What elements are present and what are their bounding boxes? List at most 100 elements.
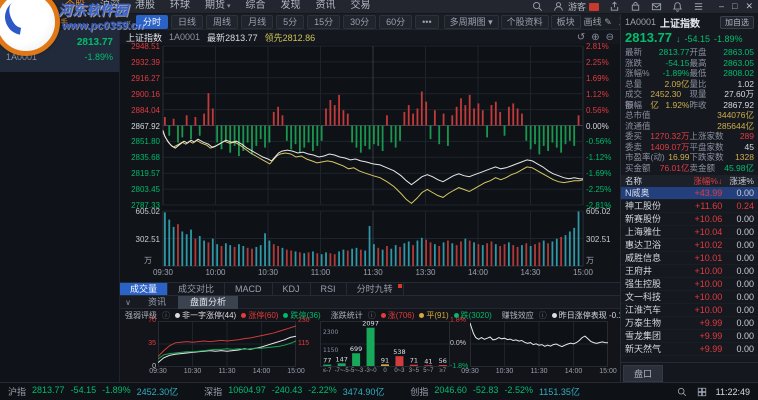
table-row[interactable]: N威奥+43.990.00	[621, 187, 758, 200]
period-5分[interactable]: 5分	[276, 15, 304, 29]
table-row[interactable]: 强生控股+10.000.00	[621, 278, 758, 291]
stats-row: 强弱评级ⓘ非一字涨停(44)涨停(60)跌停(36)涨跌统计ⓘ涨(706)平(9…	[120, 309, 620, 321]
toolbar-button-个股资料[interactable]: 个股资料	[501, 15, 549, 29]
table-row[interactable]: 万泰生物+9.990.00	[621, 317, 758, 330]
menu-item-发现[interactable]: 发现	[281, 0, 301, 14]
period-60分[interactable]: 60分	[379, 15, 412, 29]
table-row[interactable]: 王府井+10.000.00	[621, 265, 758, 278]
more-periods-button[interactable]: •••	[415, 15, 438, 29]
table-row[interactable]: 上海雅仕+10.040.00	[621, 226, 758, 239]
draw-line-button[interactable]: 画线 ✎	[584, 15, 612, 28]
mini-time-tick: 09:30	[455, 368, 485, 375]
share-icon[interactable]	[608, 1, 620, 13]
zoom-out-icon[interactable]: ⊖	[606, 32, 614, 43]
col-pct[interactable]: 涨幅%↓	[681, 175, 723, 187]
col-name[interactable]: 名称	[625, 175, 681, 187]
indicator-tab-分时九转[interactable]: 分时九转	[347, 283, 404, 295]
indicator-tab-KDJ[interactable]: KDJ	[273, 283, 311, 295]
quote-cell: 委卖1409.07万	[625, 142, 690, 153]
status-index-深指[interactable]: 深指10604.97-240.43-2.22%3474.90亿	[204, 385, 384, 398]
bell-icon[interactable]	[671, 1, 683, 13]
quote-label: 最低	[690, 68, 707, 79]
orderbook-tab[interactable]: 盘口	[623, 365, 663, 382]
period-月线[interactable]: 月线	[241, 15, 273, 29]
menu-item-个股[interactable]: 个股	[65, 0, 85, 14]
add-watchlist-button[interactable]: 加自选	[720, 16, 754, 29]
svg-text:147: 147	[335, 355, 347, 363]
info-icon[interactable]: ⓘ	[539, 310, 547, 321]
table-row[interactable]: 文一科技+10.000.00	[621, 291, 758, 304]
menu-item-综合[interactable]: 综合	[246, 0, 266, 14]
collapse-left-icon[interactable]: «	[124, 17, 133, 27]
panel-tab-盘面分析[interactable]: 盘面分析	[178, 296, 238, 309]
period-周线[interactable]: 周线	[206, 15, 238, 29]
collapse-panel-icon[interactable]: ∨	[120, 298, 136, 307]
period-30分[interactable]: 30分	[343, 15, 376, 29]
menu-item-自选[interactable]: 自选	[30, 0, 50, 14]
stock-name: 威胜信息	[625, 252, 681, 264]
menu-item-港股[interactable]: 港股	[135, 0, 155, 14]
mini-time-tick: 15:00	[593, 368, 623, 375]
col-speed[interactable]: 涨速%	[722, 175, 754, 187]
menu-item-资讯[interactable]: 资讯	[316, 0, 336, 14]
toolbar-button-多周期图[interactable]: 多周期图 ▾	[444, 15, 499, 29]
stock-name: 上海雅仕	[625, 226, 681, 238]
stats-group-title: 赚钱效应	[502, 310, 534, 321]
quote-cell: 成交额2452.30亿	[625, 89, 690, 100]
time-tick: 13:30	[411, 268, 441, 277]
indicator-tab-RSI[interactable]: RSI	[311, 283, 347, 295]
svg-text:71: 71	[410, 357, 418, 365]
period-15分[interactable]: 15分	[307, 15, 340, 29]
menu-item-环球[interactable]: 环球	[170, 0, 190, 14]
search-icon[interactable]	[532, 1, 544, 13]
table-row[interactable]: 惠达卫浴+10.020.00	[621, 239, 758, 252]
status-grid-icon[interactable]	[696, 386, 708, 398]
table-row[interactable]: 神工股份+11.600.24	[621, 200, 758, 213]
mail-icon[interactable]	[650, 1, 662, 13]
table-row[interactable]: 江淮汽车+10.000.00	[621, 304, 758, 317]
table-row[interactable]: 新赛股份+10.060.00	[621, 213, 758, 226]
quote-value: 2.09亿	[664, 79, 689, 90]
user-chip[interactable]: 游客	[553, 0, 599, 13]
status-index-沪指[interactable]: 沪指2813.77-54.15-1.89%2452.30亿	[8, 385, 178, 398]
titlebar-strip: 操盘助手	[0, 14, 120, 30]
quote-row: 委卖1409.07万平盘家数45	[625, 142, 754, 153]
menu-item-期货[interactable]: 期货▾	[205, 0, 231, 14]
menu-item-交易[interactable]: 交易	[351, 0, 371, 14]
quote-label: 买金额	[625, 163, 651, 174]
minimize-button[interactable]: –	[719, 1, 724, 12]
quote-cell: 现量27.60万	[690, 89, 755, 100]
period-日线[interactable]: 日线	[171, 15, 203, 29]
indicator-tab-MACD[interactable]: MACD	[225, 283, 273, 295]
undo-icon[interactable]: ↺	[577, 32, 585, 43]
store-icon[interactable]	[629, 1, 641, 13]
watchlist-item[interactable]: 上证指数 2813.77 1A0001 -1.89%	[0, 30, 119, 72]
indicator-tab-成交对比[interactable]: 成交对比	[168, 283, 225, 295]
menu-item-沪深[interactable]: 沪深	[100, 0, 120, 14]
toolbar-buttons: 多周期图 ▾个股资料板块	[442, 15, 581, 29]
stock-pct: +10.06	[681, 213, 723, 225]
close-button[interactable]: ✕	[745, 1, 753, 12]
panel-tab-资讯[interactable]: 资讯	[136, 296, 178, 309]
table-row[interactable]: 新天然气+9.990.00	[621, 343, 758, 356]
maximize-button[interactable]: □	[732, 1, 737, 12]
info-icon[interactable]: ⓘ	[368, 310, 376, 321]
time-tick: 10:30	[253, 268, 283, 277]
stock-speed: 0.00	[722, 278, 754, 290]
zoom-in-icon[interactable]: ⊕	[591, 32, 599, 43]
main-chart-svg[interactable]	[120, 44, 620, 282]
quote-value: 1.02	[737, 79, 754, 90]
list-icon[interactable]	[692, 1, 704, 13]
period-分时[interactable]: 分时	[136, 15, 168, 29]
indicator-tab-成交量[interactable]: 成交量	[120, 283, 168, 295]
table-row[interactable]: 雪龙集团+9.990.00	[621, 330, 758, 343]
pct-tick: 0.56%	[586, 106, 620, 115]
left-sidebar: 上证指数 2813.77 1A0001 -1.89%	[0, 30, 120, 382]
status-index-创指[interactable]: 创指2046.60-52.83-2.52%1151.35亿	[410, 385, 580, 398]
toolbar-button-板块[interactable]: 板块	[551, 15, 581, 29]
info-icon[interactable]: ⓘ	[162, 310, 170, 321]
index-pct: -2.52%	[504, 385, 533, 398]
quote-label: 流通值	[625, 121, 651, 132]
status-search-icon[interactable]	[676, 386, 688, 398]
table-row[interactable]: 威胜信息+10.010.00	[621, 252, 758, 265]
